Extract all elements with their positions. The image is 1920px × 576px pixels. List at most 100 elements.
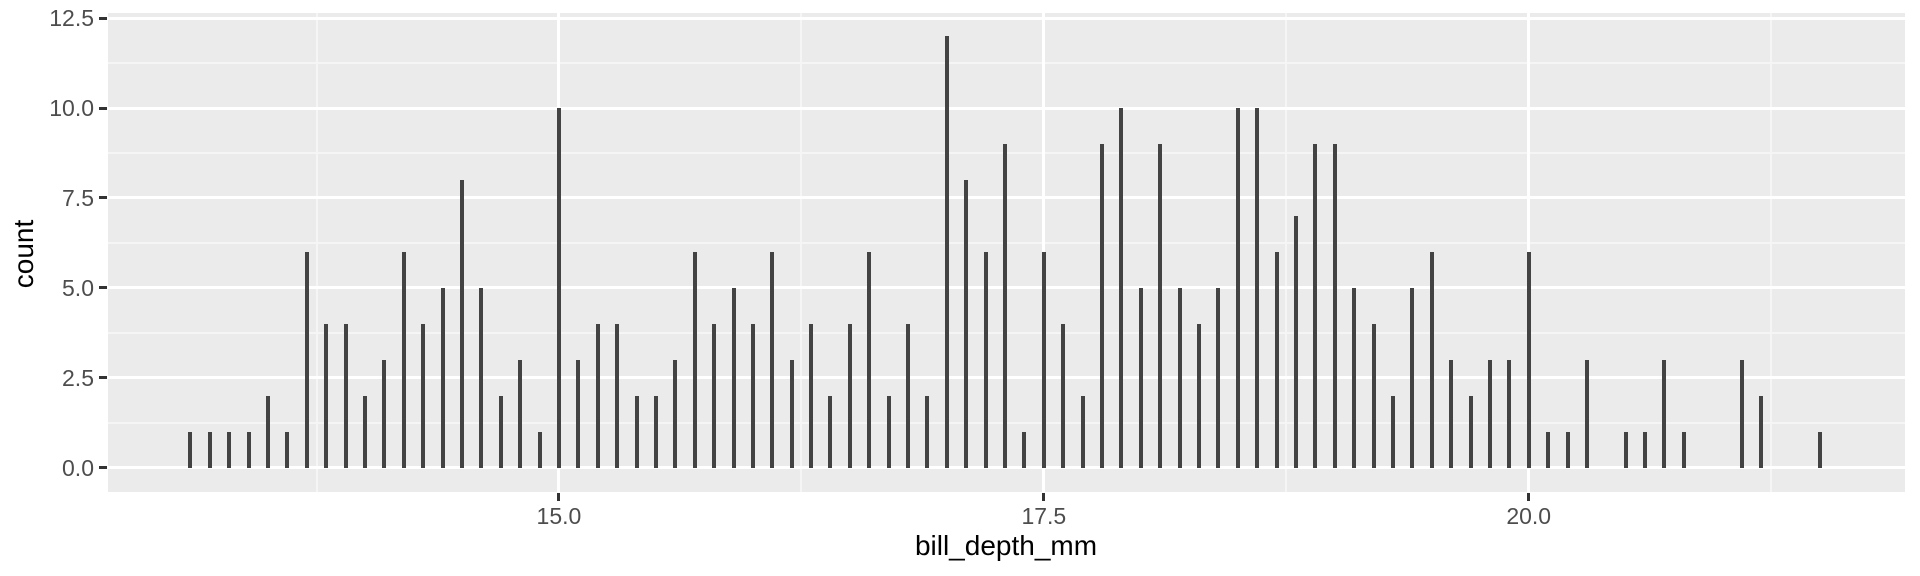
histogram-bar (1235, 108, 1240, 468)
y-axis-title: count (8, 219, 39, 289)
histogram-bar (867, 251, 872, 468)
histogram-bar (964, 179, 969, 468)
histogram-bar (1371, 323, 1376, 468)
histogram-bar (1817, 431, 1822, 468)
histogram-bar (188, 431, 193, 468)
histogram-bar (906, 323, 911, 468)
histogram-bar (1119, 108, 1124, 468)
histogram-bar (1100, 143, 1105, 468)
y-tick-mark (99, 376, 107, 380)
histogram-bar (576, 359, 581, 468)
x-tick-label: 20.0 (1506, 503, 1552, 529)
histogram-bar (479, 287, 484, 468)
histogram-bar (518, 359, 523, 468)
histogram-bar (285, 431, 290, 468)
histogram-bar (304, 251, 309, 468)
histogram-bar (1293, 215, 1298, 468)
x-tick-mark (1527, 493, 1531, 501)
histogram-bar (712, 323, 717, 468)
histogram-bar (1158, 143, 1163, 468)
histogram-bar (886, 395, 891, 468)
y-tick-label: 7.5 (62, 184, 94, 211)
gridline-major-horizontal (108, 466, 1905, 470)
y-tick-mark (99, 286, 107, 290)
y-tick-mark (99, 106, 107, 110)
histogram-bar (227, 431, 232, 468)
histogram-bar (1410, 287, 1415, 468)
histogram-bar (1216, 287, 1221, 468)
histogram-bar (1041, 251, 1046, 468)
histogram-bar (1468, 395, 1473, 468)
gridline-minor-vertical (800, 13, 803, 492)
histogram-bar (1313, 143, 1318, 468)
y-tick-label: 2.5 (62, 364, 94, 391)
histogram-bar (1487, 359, 1492, 468)
histogram-bar (789, 359, 794, 468)
histogram-bar (1565, 431, 1570, 468)
histogram-bar (1197, 323, 1201, 468)
x-tick-label: 17.5 (1021, 503, 1067, 529)
histogram-bar (1507, 359, 1512, 468)
histogram-bar (556, 108, 561, 468)
histogram-bar (653, 395, 658, 468)
histogram-bar (1061, 323, 1066, 468)
gridline-major-horizontal (108, 106, 1905, 110)
histogram-bar (1332, 143, 1337, 468)
histogram-bar (983, 251, 988, 468)
histogram-bar (246, 431, 251, 468)
x-axis-title: bill_depth_mm (914, 530, 1098, 561)
histogram-bar (828, 395, 833, 468)
histogram-bar (382, 359, 387, 468)
histogram-bar (324, 323, 329, 468)
y-tick-mark (99, 16, 107, 20)
histogram-bar (1390, 395, 1395, 468)
histogram-bar (266, 395, 270, 468)
plot-panel (108, 13, 1905, 492)
y-tick-label: 0.0 (62, 454, 94, 481)
histogram-bar (207, 431, 212, 468)
histogram-bar (1759, 395, 1764, 468)
histogram-bar (925, 395, 930, 468)
histogram-bar (595, 323, 600, 468)
histogram-bar (634, 395, 639, 468)
histogram-bar (944, 36, 949, 468)
histogram-bar (770, 251, 775, 468)
x-tick-mark (1042, 493, 1046, 501)
gridline-minor-vertical (1770, 13, 1773, 492)
y-tick-label: 10.0 (49, 95, 94, 121)
histogram-bar (343, 323, 348, 468)
histogram-bar (1740, 359, 1745, 468)
histogram-bar (459, 179, 464, 468)
histogram-bar (1352, 287, 1357, 468)
histogram-bar (615, 323, 620, 468)
histogram-bar (537, 431, 542, 468)
gridline-minor-vertical (1285, 13, 1288, 492)
histogram-bar (1003, 143, 1008, 468)
histogram-bar (1138, 287, 1143, 468)
histogram-bar (1546, 431, 1551, 468)
histogram-bar (1623, 431, 1628, 468)
gridline-major-horizontal (108, 16, 1905, 20)
x-tick-mark (557, 493, 561, 501)
histogram-bar (401, 251, 406, 468)
histogram-bar (673, 359, 678, 468)
histogram-bar (1449, 359, 1454, 468)
y-tick-label: 12.5 (49, 5, 94, 32)
histogram-bar (847, 323, 852, 468)
histogram-bar (362, 395, 367, 468)
histogram-bar (1584, 359, 1589, 468)
gridline-minor-vertical (315, 13, 318, 492)
histogram-bar (809, 323, 814, 468)
x-tick-label: 15.0 (536, 503, 582, 529)
histogram-bar (1643, 431, 1648, 468)
gridline-minor-horizontal (108, 62, 1905, 65)
histogram-bar (421, 323, 426, 468)
histogram-bar (692, 251, 697, 468)
histogram-bar (1274, 251, 1279, 468)
histogram-bar (1662, 359, 1667, 468)
histogram-bar (1681, 431, 1686, 468)
histogram-bar (1255, 108, 1260, 468)
y-tick-mark (99, 196, 107, 200)
histogram-bar (750, 323, 755, 468)
